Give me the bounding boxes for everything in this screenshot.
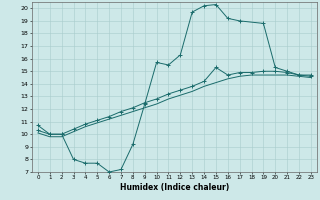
- X-axis label: Humidex (Indice chaleur): Humidex (Indice chaleur): [120, 183, 229, 192]
